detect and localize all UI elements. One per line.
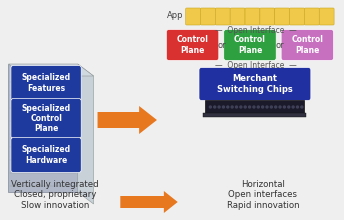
FancyBboxPatch shape [304, 8, 319, 25]
FancyBboxPatch shape [11, 66, 81, 101]
Circle shape [262, 106, 264, 108]
Circle shape [275, 106, 277, 108]
Circle shape [223, 106, 224, 108]
Text: Vertically integrated
Closed, proprietary
Slow innovation: Vertically integrated Closed, proprietar… [11, 180, 99, 210]
Text: Merchant
Switching Chips: Merchant Switching Chips [217, 74, 293, 94]
Text: —  Open Interface  —: — Open Interface — [215, 61, 297, 70]
Circle shape [292, 106, 294, 108]
FancyBboxPatch shape [201, 8, 215, 25]
Circle shape [227, 106, 229, 108]
FancyBboxPatch shape [230, 8, 245, 25]
FancyBboxPatch shape [166, 29, 219, 60]
Circle shape [209, 106, 211, 108]
Text: Control
Plane: Control Plane [291, 35, 323, 55]
Polygon shape [98, 106, 157, 134]
Circle shape [301, 106, 303, 108]
FancyBboxPatch shape [11, 99, 81, 139]
Circle shape [253, 106, 255, 108]
Circle shape [218, 106, 220, 108]
FancyBboxPatch shape [245, 8, 260, 25]
FancyBboxPatch shape [275, 8, 290, 25]
FancyBboxPatch shape [199, 68, 311, 101]
Text: Control
Plane: Control Plane [176, 35, 208, 55]
Circle shape [249, 106, 250, 108]
Text: or: or [218, 40, 227, 50]
Circle shape [279, 106, 281, 108]
FancyBboxPatch shape [224, 29, 276, 60]
FancyBboxPatch shape [186, 8, 201, 25]
Text: —  Open Interface  —: — Open Interface — [215, 26, 297, 35]
Circle shape [266, 106, 268, 108]
Bar [205, 100, 304, 114]
Text: Horizontal
Open interfaces
Rapid innovation: Horizontal Open interfaces Rapid innovat… [227, 180, 299, 210]
FancyBboxPatch shape [281, 29, 334, 60]
Circle shape [244, 106, 246, 108]
FancyBboxPatch shape [11, 138, 81, 172]
FancyBboxPatch shape [290, 8, 304, 25]
Polygon shape [120, 191, 178, 213]
Circle shape [288, 106, 290, 108]
Circle shape [283, 106, 286, 108]
Circle shape [270, 106, 272, 108]
Bar [203, 113, 307, 117]
Text: Control
Plane: Control Plane [234, 35, 266, 55]
FancyBboxPatch shape [260, 8, 275, 25]
Circle shape [240, 106, 242, 108]
Text: Specialized
Control
Plane: Specialized Control Plane [22, 104, 71, 133]
Text: Specialized
Features: Specialized Features [22, 73, 71, 93]
Circle shape [257, 106, 259, 108]
Circle shape [214, 106, 216, 108]
Circle shape [236, 106, 237, 108]
Circle shape [231, 106, 233, 108]
Polygon shape [9, 64, 94, 76]
Text: or: or [275, 40, 284, 50]
Text: App: App [167, 11, 183, 20]
Text: Specialized
Hardware: Specialized Hardware [22, 145, 71, 165]
FancyBboxPatch shape [215, 8, 230, 25]
Bar [9, 64, 78, 192]
Polygon shape [78, 64, 94, 204]
Circle shape [297, 106, 299, 108]
FancyBboxPatch shape [319, 8, 334, 25]
